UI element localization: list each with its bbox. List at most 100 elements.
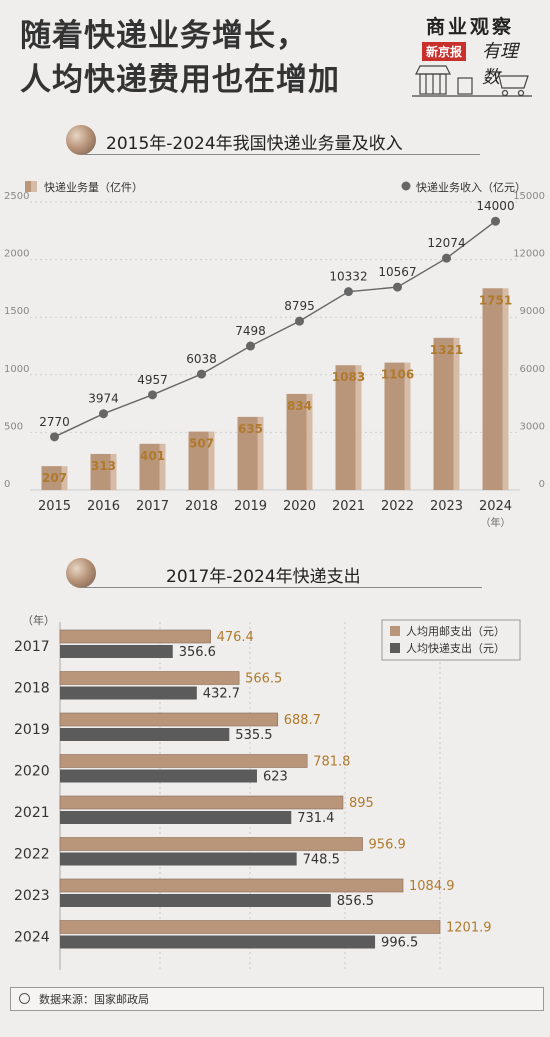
y-right-tick-label: 9000 [520, 306, 545, 317]
y-tick-label: 2021 [14, 805, 50, 821]
y-right-tick-label: 3000 [520, 421, 545, 432]
legend-line-marker [401, 181, 411, 191]
bar-express-label: 356.6 [179, 645, 216, 660]
bar-postal [59, 878, 404, 893]
bar-postal [59, 795, 344, 810]
legend-box [381, 619, 521, 661]
chart-1-title: 2015年-2024年我国快递业务量及收入 [106, 134, 403, 154]
bar-express [60, 935, 376, 949]
bar [335, 365, 356, 490]
bar-postal [59, 671, 240, 685]
x-tick-label: 2020 [283, 499, 316, 514]
bar-data-label: 1106 [381, 368, 414, 382]
bar-postal-label: 476.4 [217, 630, 254, 645]
bar [90, 453, 111, 490]
bar-express-label: 731.4 [297, 811, 334, 826]
y-left-tick-label: 1500 [4, 306, 29, 317]
bar-postal-label: 781.8 [313, 755, 350, 770]
line-data-label: 14000 [476, 199, 514, 213]
y-tick-label: 2024 [14, 930, 50, 946]
line-data-label: 10332 [329, 270, 367, 284]
bar-express-label: 856.5 [337, 894, 374, 909]
bar-data-label: 1083 [332, 370, 365, 384]
legend-swatch-express [390, 643, 400, 653]
bar-postal [59, 837, 363, 851]
bar-express [60, 728, 230, 741]
bar-express [60, 852, 297, 866]
bar-express [60, 769, 257, 783]
x-tick-label: 2023 [430, 499, 463, 514]
bar-highlight [355, 365, 362, 490]
x-unit-label: （年） [481, 516, 511, 529]
bar-express [60, 894, 331, 907]
bar-express-label: 623 [263, 770, 288, 785]
line-point [393, 282, 402, 292]
line-data-label: 12074 [427, 236, 465, 250]
bar-postal [59, 629, 211, 644]
y-tick-label: 2017 [14, 639, 50, 655]
legend-bar-label: 快递业务量（亿件） [44, 180, 143, 194]
y-right-tick-label: 12000 [513, 249, 545, 260]
line-point [295, 316, 304, 326]
bar-express [60, 645, 173, 658]
bar-highlight [208, 431, 215, 490]
source-text: 数据来源：国家邮政局 [39, 993, 149, 1006]
bar [433, 337, 454, 490]
revenue-line [54, 220, 496, 438]
bar-data-label: 1321 [430, 343, 463, 357]
line-point [246, 341, 255, 351]
y-left-tick-label: 2500 [4, 191, 29, 202]
y-tick-label: 2023 [14, 888, 50, 904]
brand-sub: 新京报 [422, 42, 467, 61]
bar-postal-label: 956.9 [369, 838, 406, 853]
line-point [50, 432, 59, 442]
bar-postal [59, 712, 279, 727]
x-tick-label: 2015 [38, 499, 71, 514]
bar-highlight [502, 288, 509, 490]
headline-line-1: 随着快递业务增长， [20, 18, 308, 54]
y-left-tick-label: 1000 [4, 364, 29, 375]
bar-postal-label: 688.7 [284, 713, 321, 728]
y-right-tick-label: 15000 [513, 191, 545, 202]
bar-postal [59, 920, 441, 934]
line-data-label: 6038 [186, 352, 217, 366]
legend-label-postal: 人均用邮支出（元） [406, 624, 505, 638]
line-data-label: 7498 [235, 324, 266, 338]
line-data-label: 4957 [137, 373, 168, 387]
section-2-underline [82, 587, 482, 588]
legend-bar-swatch-light [31, 181, 37, 192]
line-point [148, 390, 157, 400]
x-tick-label: 2021 [332, 499, 365, 514]
bar-express-label: 535.5 [235, 728, 272, 743]
y-tick-label: 2018 [14, 681, 50, 697]
bar-data-label: 401 [140, 449, 165, 463]
bar [237, 416, 258, 490]
y-left-tick-label: 500 [4, 421, 23, 432]
bar [139, 443, 160, 490]
headline-line-2: 人均快递费用也在增加 [20, 62, 340, 98]
bar [482, 288, 503, 490]
bar-express-label: 432.7 [203, 687, 240, 702]
y-left-tick-label: 0 [4, 479, 10, 490]
bar [384, 362, 405, 490]
bar-express-label: 996.5 [381, 936, 418, 951]
bar-data-label: 1751 [479, 293, 512, 307]
legend-bar-swatch-dark [25, 181, 31, 192]
bar-postal [59, 754, 308, 768]
bar-highlight [453, 337, 460, 490]
line-point [344, 287, 353, 297]
section-2-decoration-icon [66, 558, 96, 588]
bar-highlight [159, 443, 166, 490]
bar-highlight [61, 466, 68, 490]
x-tick-label: 2016 [87, 499, 120, 514]
shop-illustration-icon [412, 65, 532, 97]
line-point [197, 369, 206, 379]
footer-bullet-icon [19, 993, 30, 1004]
x-tick-label: 2024 [479, 499, 512, 514]
chart-1: 快递业务量（亿件） 快递业务收入（亿元） 0 500 1000 1500 2000 2500 0… [4, 180, 545, 529]
y-right-tick-label: 6000 [520, 364, 545, 375]
line-data-label: 2770 [39, 415, 70, 429]
y-tick-label: 2020 [14, 764, 50, 780]
source-footer: 数据来源：国家邮政局 [10, 987, 544, 1011]
